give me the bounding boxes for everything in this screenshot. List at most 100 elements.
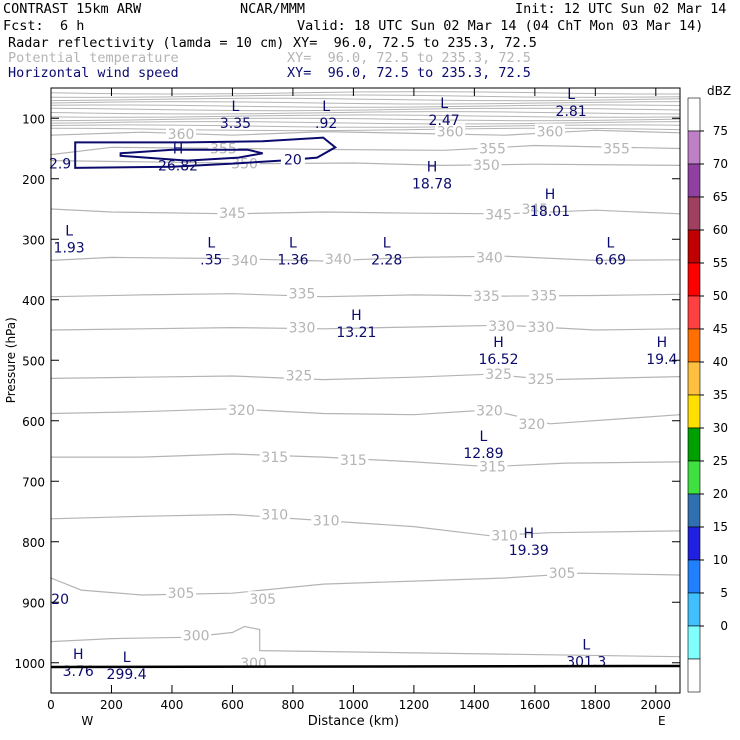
wind-extremum-value: 6.69 [595, 252, 626, 268]
wind-extremum-value: .35 [200, 252, 222, 268]
theta-label-335: 335 [531, 289, 558, 305]
colorbar-swatch [687, 196, 701, 231]
theta-label-325: 325 [485, 367, 512, 383]
theta-contour-355 [51, 144, 680, 156]
terrain-surface [50, 664, 681, 669]
theta-label-bg [525, 371, 556, 387]
theta-label-bg [259, 506, 290, 522]
theta-label-bg [519, 201, 550, 216]
theta-label-345: 345 [521, 202, 548, 218]
colorbar-swatch [687, 526, 701, 561]
colorbar-swatch [687, 295, 701, 330]
wind-low-marker: L [289, 235, 297, 251]
y-tick-label: 800 [22, 536, 45, 550]
center-name: NCAR/MMM [240, 1, 306, 17]
colorbar-label: 5 [720, 586, 728, 600]
colorbar-label: 0 [720, 619, 728, 633]
y-tick-label: 600 [22, 415, 45, 429]
theta-label-305: 305 [249, 592, 276, 608]
init-time: Init: 12 UTC Sun 02 Mar 14 [515, 1, 727, 17]
x-tick-label: 800 [281, 698, 304, 712]
theta-label-bg [471, 288, 502, 304]
colorbar-swatch [687, 97, 701, 132]
theta-label-bg [474, 249, 505, 265]
theta-label-325: 325 [286, 368, 313, 384]
theta-contour-315 [51, 453, 680, 468]
wind-extremum-value: 2.81 [556, 104, 587, 120]
fcst-label: Fcst: [3, 18, 44, 34]
theta-label-bg [528, 287, 559, 303]
theta-contour-upper [51, 114, 680, 118]
theta-label-bg [338, 452, 369, 468]
colorbar-label: 30 [713, 421, 728, 435]
wind-extremum-value: 19.39 [509, 543, 549, 559]
theta-label-360: 360 [537, 125, 564, 141]
theta-contour-upper [51, 111, 680, 115]
x-tick-label: 400 [161, 698, 184, 712]
x-tick-label: 2000 [641, 698, 672, 712]
wind-low-marker: L [480, 429, 488, 445]
wind-high-marker: H [173, 142, 184, 158]
theta-contour-335 [51, 293, 680, 298]
y-axis-label: Pressure (hPa) [4, 317, 18, 403]
wind-high-marker: H [73, 647, 84, 663]
theta-label-310: 310 [491, 529, 518, 545]
theta-label-bg [283, 367, 314, 383]
theta-label-bg [477, 140, 508, 156]
theta-label-bg [166, 125, 197, 141]
wind-high-marker: H [427, 160, 438, 176]
theta-label-bg [435, 123, 466, 139]
wind-extremum-value: 1.36 [277, 252, 308, 268]
theta-label-320: 320 [228, 403, 255, 419]
model-title: CONTRAST 15km ARW [3, 1, 142, 17]
x-tick-label: 1200 [399, 698, 430, 712]
field-reflectivity: Radar reflectivity (lamda = 10 cm) [8, 35, 285, 51]
theta-label-bg [229, 252, 260, 268]
colorbar-swatch [687, 394, 701, 429]
colorbar-label: 45 [713, 322, 728, 336]
wind-extremum-value: 19.4 [646, 352, 677, 368]
theta-contour-300 [51, 625, 680, 658]
colorbar-label: 50 [713, 289, 728, 303]
theta-contour-upper [51, 124, 680, 128]
theta-contour-upper [51, 91, 680, 95]
theta-contour-325 [51, 373, 680, 381]
theta-label-335: 335 [473, 289, 500, 305]
y-tick-label: 900 [22, 596, 45, 610]
theta-label-bg [226, 401, 257, 417]
wind-extremum-value: 16.52 [479, 352, 519, 368]
wind-contour-20-inner [119, 148, 263, 162]
theta-label-330: 330 [528, 320, 555, 336]
theta-contour-320 [51, 408, 680, 425]
wind-high-marker: H [545, 187, 556, 203]
fcst-value: 6 h [60, 18, 85, 34]
x-tick-label: 600 [221, 698, 244, 712]
wind-low-marker: L [207, 235, 215, 251]
colorbar-label: 15 [713, 520, 728, 534]
field-wind: Horizontal wind speed [8, 65, 179, 81]
colorbar-label: 60 [713, 223, 728, 237]
theta-contour-upper [51, 101, 680, 105]
x-tick-label: 1800 [580, 698, 611, 712]
theta-label-bg [474, 402, 505, 418]
colorbar-swatch [687, 493, 701, 528]
wind-extremum-value: 13.21 [336, 325, 376, 341]
theta-label-350: 350 [231, 157, 258, 173]
y-tick-label: 200 [22, 173, 45, 187]
colorbar-label: 40 [713, 355, 728, 369]
wind-low-marker: L [232, 99, 240, 115]
colorbar-unit: dBZ [707, 84, 731, 98]
colorbar-label: 65 [713, 190, 728, 204]
colorbar-swatch [687, 328, 701, 363]
y-tick-label: 1000 [14, 657, 45, 671]
field-theta: Potential temperature [8, 50, 179, 66]
wind-extremum-value: 301.3 [566, 655, 606, 671]
field-wind-xy: XY= 96.0, 72.5 to 235.3, 72.5 [287, 65, 531, 81]
colorbar-swatch [687, 229, 701, 264]
wind-extremum-value: .92 [315, 116, 337, 132]
theta-label-bg [323, 251, 354, 267]
wind-edge-label: 2.9 [49, 157, 71, 173]
wind-high-marker: H [351, 308, 362, 324]
wind-high-marker: H [493, 335, 504, 351]
